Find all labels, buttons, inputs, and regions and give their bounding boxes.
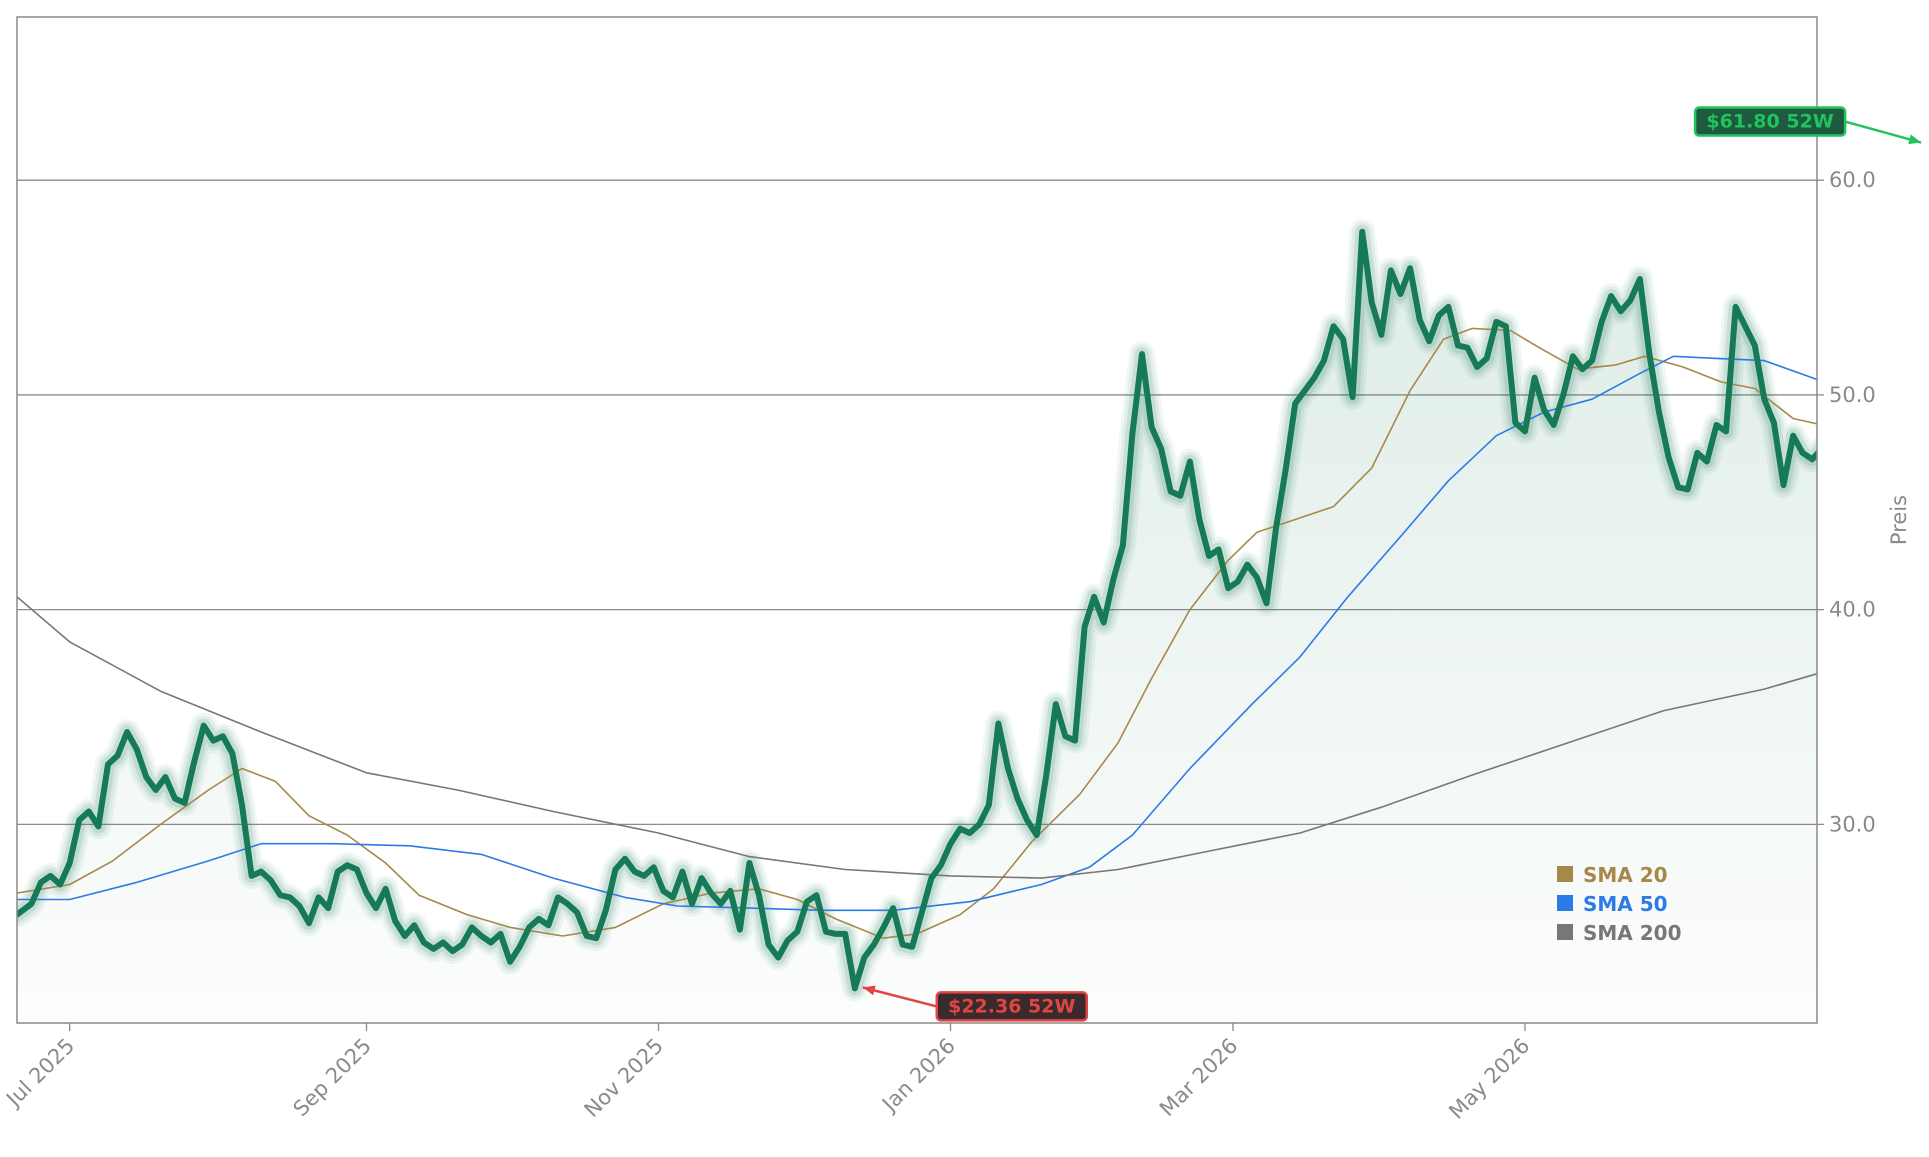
52w-low-arrow bbox=[862, 986, 938, 1008]
price-area bbox=[17, 231, 1817, 1023]
y-tick-label: 30.0 bbox=[1829, 812, 1876, 836]
price-line bbox=[17, 228, 1817, 992]
legend: SMA 20 SMA 50 SMA 200 bbox=[1557, 863, 1682, 945]
legend-swatch-sma-20 bbox=[1557, 866, 1573, 882]
y-axis-label: Preis bbox=[1887, 495, 1911, 545]
x-tick-label: Jan 2026 bbox=[876, 1034, 960, 1118]
sma-200-line bbox=[17, 596, 1817, 879]
sma-50-line bbox=[17, 355, 1817, 912]
x-tick-label: Sep 2025 bbox=[289, 1034, 376, 1121]
x-tick-label: Jul 2025 bbox=[0, 1034, 79, 1113]
52w-high-label: $61.80 52W bbox=[1706, 111, 1833, 133]
y-tick-label: 60.0 bbox=[1829, 168, 1876, 192]
52w-low-label: $22.36 52W bbox=[948, 995, 1075, 1017]
legend-label-sma-200: SMA 200 bbox=[1583, 921, 1682, 945]
plot-area bbox=[17, 218, 1817, 1023]
legend-label-sma-50: SMA 50 bbox=[1583, 892, 1668, 916]
legend-swatch-sma-50 bbox=[1557, 895, 1573, 911]
plot-frame bbox=[16, 16, 1818, 1024]
legend-label-sma-20: SMA 20 bbox=[1583, 863, 1668, 887]
x-tick-label: May 2026 bbox=[1444, 1034, 1534, 1124]
y-tick-label: 50.0 bbox=[1829, 383, 1876, 407]
y-tick-label: 40.0 bbox=[1829, 598, 1876, 622]
52w-high-arrow bbox=[1844, 120, 1922, 144]
legend-swatch-sma-200 bbox=[1557, 924, 1573, 940]
annotations: $61.80 52W $22.36 52W bbox=[862, 106, 1922, 1022]
52w-low-arrowhead bbox=[862, 985, 876, 996]
x-tick-label: Mar 2026 bbox=[1155, 1034, 1243, 1122]
52w-high-arrowhead bbox=[1908, 134, 1922, 145]
x-tick-label: Nov 2025 bbox=[580, 1034, 668, 1122]
